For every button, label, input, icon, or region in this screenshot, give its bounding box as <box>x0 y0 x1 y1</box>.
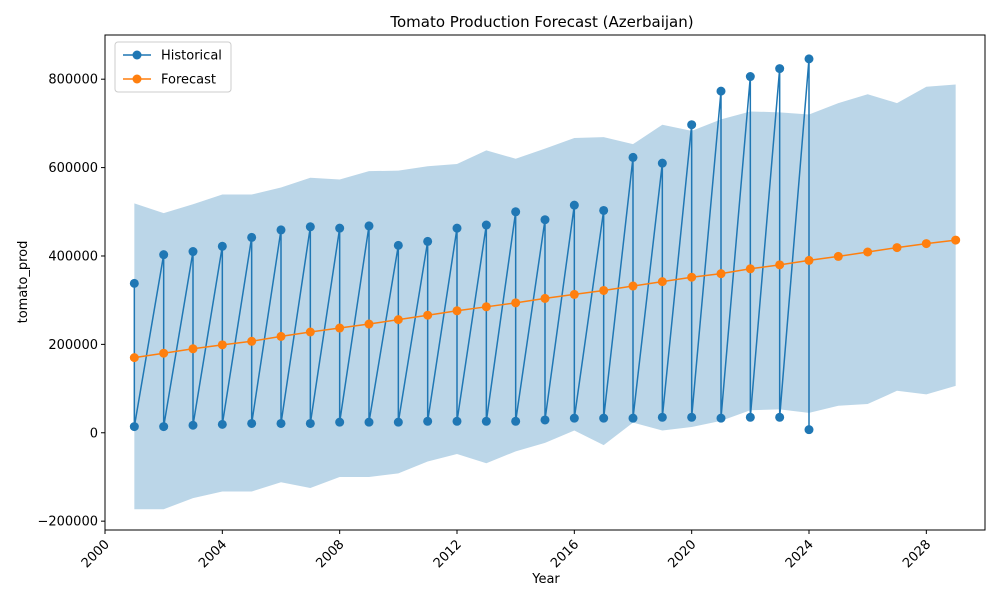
historical-point <box>687 120 697 130</box>
plot-area-frame <box>104 34 986 531</box>
historical-point <box>569 200 579 210</box>
series-layer <box>129 54 961 435</box>
forecast-point <box>833 251 843 261</box>
historical-point <box>599 205 609 215</box>
historical-point <box>657 158 667 168</box>
forecast-point <box>657 277 667 287</box>
forecast-point <box>159 348 169 358</box>
forecast-point <box>599 285 609 295</box>
historical-point <box>276 225 286 235</box>
forecast-point <box>511 298 521 308</box>
historical-point <box>775 412 785 422</box>
historical-point <box>687 412 697 422</box>
forecast-point <box>716 269 726 279</box>
forecast-point <box>481 302 491 312</box>
historical-point <box>657 412 667 422</box>
historical-point <box>393 240 403 250</box>
historical-point <box>217 419 227 429</box>
y-tick-label: 600000 <box>48 161 98 176</box>
forecast-point <box>452 306 462 316</box>
historical-point <box>716 413 726 423</box>
historical-point <box>569 413 579 423</box>
legend: Historical Forecast <box>114 41 232 93</box>
forecast-point <box>364 319 374 329</box>
historical-point <box>628 152 638 162</box>
historical-point <box>276 418 286 428</box>
y-axis: −200000 0 200000 400000 600000 800000 <box>37 73 105 530</box>
historical-point <box>247 232 257 242</box>
historical-point <box>393 417 403 427</box>
forecast-point <box>305 327 315 337</box>
y-tick-label: −200000 <box>37 515 98 530</box>
forecast-point <box>129 353 139 363</box>
historical-point <box>423 236 433 246</box>
legend-historical-label: Historical <box>161 49 222 64</box>
forecast-point <box>569 289 579 299</box>
historical-point <box>540 215 550 225</box>
forecast-point <box>217 340 227 350</box>
historical-point <box>481 416 491 426</box>
historical-point <box>775 64 785 74</box>
historical-point <box>129 422 139 432</box>
historical-point <box>511 207 521 217</box>
historical-point <box>540 415 550 425</box>
historical-point <box>452 416 462 426</box>
forecast-point <box>188 344 198 354</box>
forecast-point <box>276 331 286 341</box>
historical-point <box>188 420 198 430</box>
forecast-point <box>423 310 433 320</box>
historical-point <box>305 418 315 428</box>
forecast-point <box>393 315 403 325</box>
historical-point <box>481 220 491 230</box>
historical-point <box>745 72 755 82</box>
historical-point <box>305 222 315 232</box>
forecast-point <box>775 260 785 270</box>
forecast-point <box>745 264 755 274</box>
historical-point <box>804 54 814 64</box>
forecast-point <box>892 243 902 253</box>
forecast-point <box>863 247 873 257</box>
historical-point <box>423 416 433 426</box>
y-tick-label: 800000 <box>48 73 98 88</box>
historical-point <box>159 250 169 260</box>
forecast-point <box>335 323 345 333</box>
historical-point <box>129 278 139 288</box>
historical-point <box>511 416 521 426</box>
historical-point <box>335 417 345 427</box>
y-tick-label: 200000 <box>48 338 98 353</box>
x-axis-title: Year <box>531 572 560 587</box>
historical-point <box>716 86 726 96</box>
historical-point <box>599 413 609 423</box>
legend-historical-marker <box>132 50 142 60</box>
historical-point <box>628 413 638 423</box>
historical-point <box>217 241 227 251</box>
legend-forecast-label: Forecast <box>161 73 216 88</box>
historical-point <box>364 221 374 231</box>
historical-point <box>159 422 169 432</box>
historical-point <box>335 223 345 233</box>
historical-series-line <box>133 58 810 430</box>
forecast-point <box>951 235 961 245</box>
chart-title: Tomato Production Forecast (Azerbaijan) <box>389 13 693 31</box>
forecast-point <box>540 293 550 303</box>
historical-point <box>452 223 462 233</box>
y-axis-title: tomato_prod <box>16 241 31 324</box>
forecast-point <box>804 255 814 265</box>
historical-point <box>745 412 755 422</box>
forecast-point <box>687 272 697 282</box>
forecast-point <box>628 281 638 291</box>
y-tick-label: 0 <box>90 426 98 441</box>
historical-point <box>364 417 374 427</box>
historical-point <box>247 418 257 428</box>
forecast-point <box>921 239 931 249</box>
legend-forecast-marker <box>132 74 142 84</box>
y-tick-label: 400000 <box>48 249 98 264</box>
historical-point <box>188 247 198 257</box>
forecast-point <box>247 336 257 346</box>
historical-point <box>804 425 814 435</box>
